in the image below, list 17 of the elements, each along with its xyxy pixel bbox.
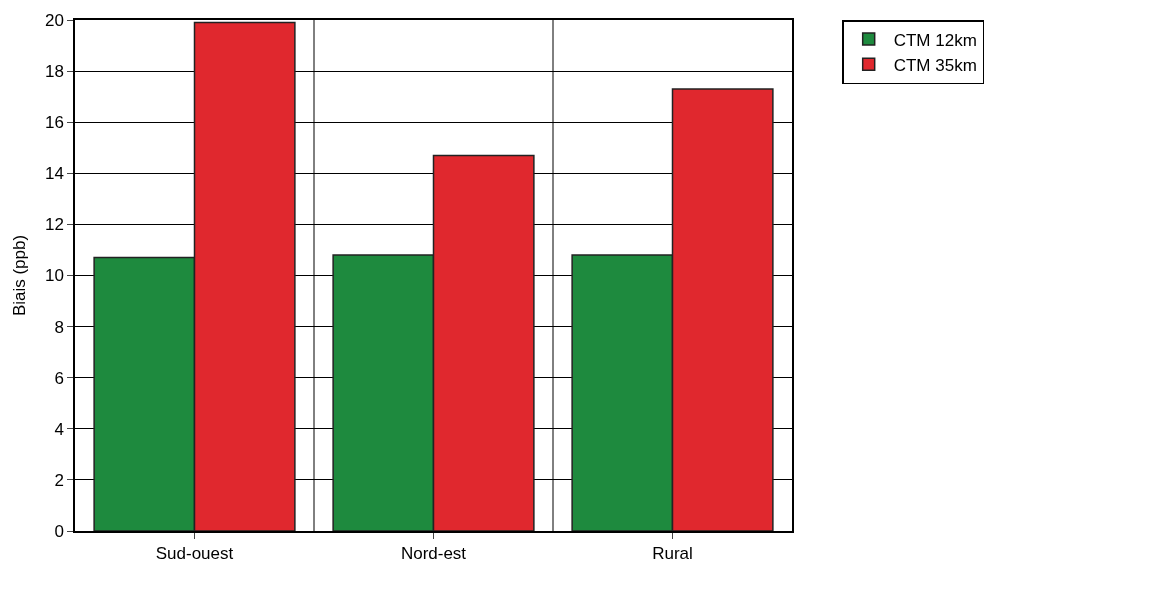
x-tick-label: Rural bbox=[652, 544, 693, 564]
y-tick-label: 8 bbox=[54, 317, 64, 337]
y-tick-label: 12 bbox=[44, 215, 64, 235]
y-tick-label: 6 bbox=[54, 368, 64, 388]
x-tick-label: Sud-ouest bbox=[155, 544, 234, 564]
y-tick-label: 16 bbox=[44, 113, 64, 133]
legend-label: CTM 12km bbox=[893, 30, 977, 50]
y-tick-label: 14 bbox=[44, 164, 64, 184]
y-axis-title: Biais (ppb) bbox=[9, 234, 29, 317]
y-tick-label: 2 bbox=[54, 470, 64, 490]
y-tick-label: 4 bbox=[54, 419, 64, 439]
x-tick-label: Nord-est bbox=[400, 544, 467, 564]
y-tick-label: 20 bbox=[44, 10, 64, 30]
legend-label: CTM 35km bbox=[893, 55, 977, 75]
y-tick-label: 18 bbox=[44, 62, 64, 82]
y-tick-label: 10 bbox=[44, 266, 64, 286]
y-tick-label: 0 bbox=[54, 521, 64, 541]
